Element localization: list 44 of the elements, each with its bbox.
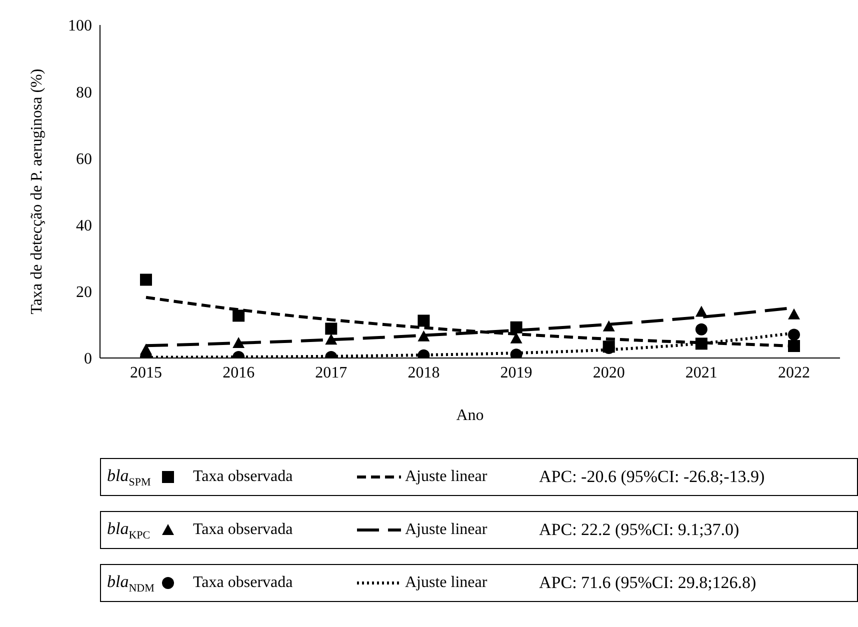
point — [788, 328, 800, 341]
x-tick-label: 2017 — [315, 364, 348, 382]
x-tick-label: 2022 — [778, 364, 810, 382]
point — [325, 334, 338, 345]
text: bla$_{KPC}$ — [107, 518, 150, 542]
legend-label: Ajuste linear — [404, 468, 488, 486]
y-tick-label: 0 — [84, 350, 92, 368]
text: APC: 22.2 (95%CI: 9.1;37.0) — [538, 520, 740, 540]
x-tick-label: 2015 — [130, 364, 162, 382]
point — [325, 322, 338, 335]
x-tick-label: 2021 — [685, 364, 718, 382]
text: APC: -20.6 (95%CI: -26.8;-13.9) — [538, 467, 765, 487]
point — [788, 308, 800, 320]
point — [788, 340, 800, 352]
y-tick-label: 20 — [76, 284, 92, 302]
x-tick-label: 2019 — [500, 364, 532, 382]
legend-label: Ajuste linear — [404, 521, 488, 539]
point — [602, 320, 615, 332]
point — [232, 310, 245, 322]
point — [695, 323, 708, 336]
point — [510, 332, 522, 344]
text: bla$_{NDM}$ — [107, 572, 154, 594]
legend-label: Taxa observada — [192, 574, 294, 592]
y-tick-label: 60 — [76, 150, 92, 168]
point — [695, 338, 708, 350]
legend-label: Taxa observada — [192, 521, 294, 539]
point — [695, 306, 708, 317]
legend-label: Taxa observada — [192, 468, 294, 486]
y-tick-label: 80 — [76, 84, 92, 102]
point — [232, 337, 245, 348]
text: APC: 71.6 (95%CI: 29.8;126.8) — [538, 573, 756, 593]
x-tick-label: 2018 — [408, 364, 440, 382]
point — [418, 330, 430, 342]
point — [140, 274, 152, 286]
text: bla$_{SPM}$ — [107, 466, 151, 488]
x-axis-title: Ano — [456, 407, 484, 424]
y-axis-title: Taxa de detecção de P. aeruginosa (%) — [28, 68, 46, 314]
x-tick-label: 2020 — [592, 364, 625, 382]
x-tick-label: 2016 — [222, 364, 255, 382]
legend-label: Ajuste linear — [404, 574, 488, 592]
y-tick-label: 100 — [68, 18, 92, 35]
point — [418, 314, 430, 327]
point — [510, 321, 522, 334]
y-tick-label: 40 — [76, 217, 92, 234]
